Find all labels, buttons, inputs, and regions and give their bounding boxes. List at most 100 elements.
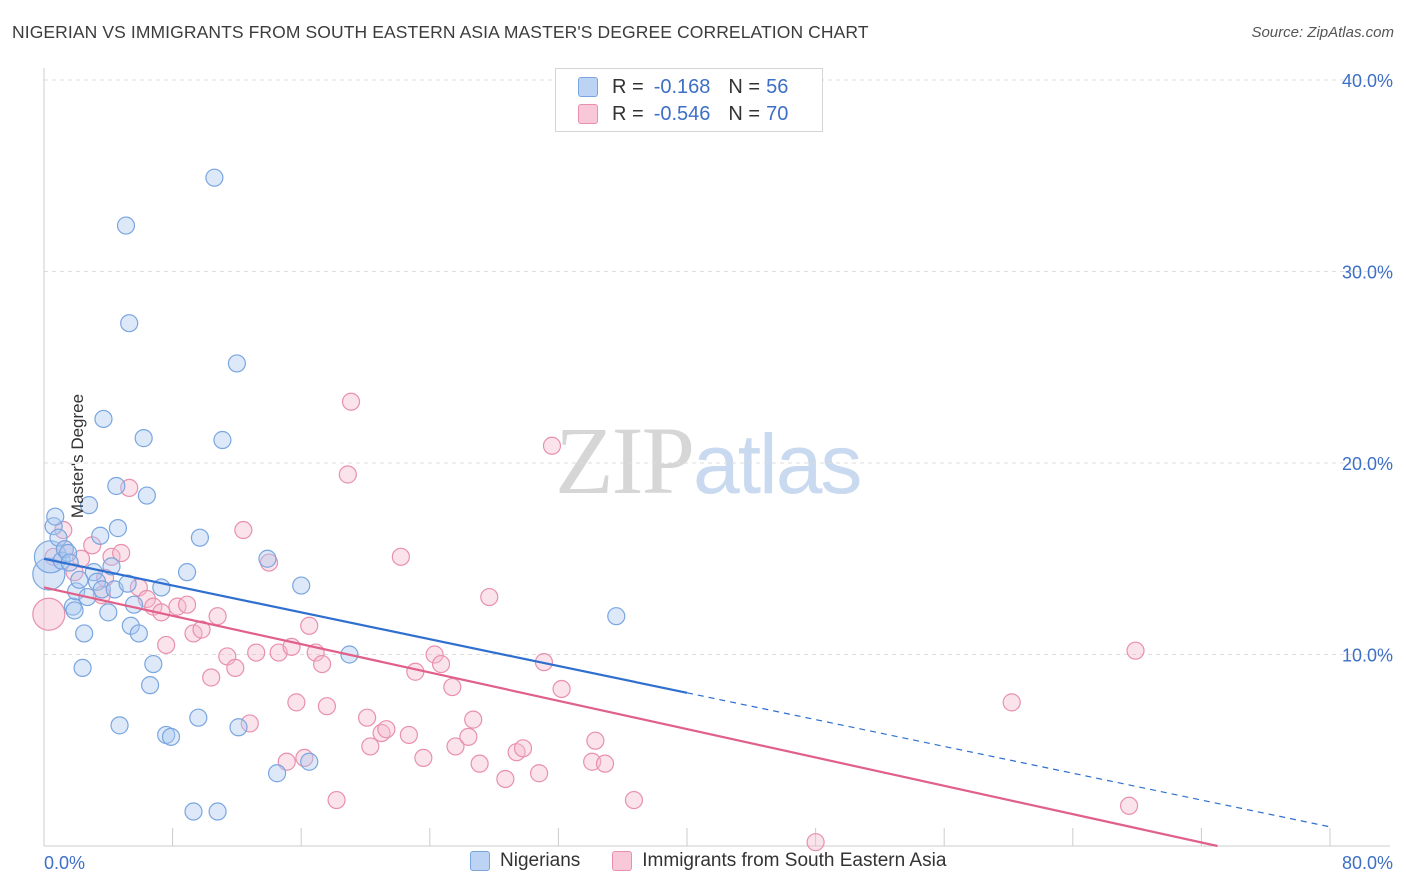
legend-n-value: 56 [766,75,789,98]
legend-n-label: N = [728,102,761,125]
legend-swatch-blue [578,77,598,97]
nigerians-point [107,476,126,496]
immigrants-point [226,658,245,678]
immigrants-point [361,737,380,756]
immigrants-point [459,727,478,746]
nigerians-point [73,658,92,678]
watermark-zip: ZIP [555,407,695,514]
immigrants-point [300,616,319,635]
legend-item-nigerians[interactable]: Nigerians [470,850,580,872]
legend-row-immigrants: R = -0.546 N = 70 [578,100,788,128]
y-tick-label: 30.0% [1342,263,1393,283]
immigrants-point [464,710,483,729]
legend-label-immigrants: Immigrants from South Eastern Asia [642,850,947,871]
immigrants-point [240,714,259,733]
immigrants-point [530,764,549,783]
nigerians-point [267,764,287,783]
tick-labels: 10.0% 20.0% 30.0% 40.0% 0.0% 80.0% [44,71,1393,873]
nigerians-point [137,486,156,505]
nigerians-point [190,528,210,547]
legend-row-nigerians: R = -0.168 N = 56 [578,73,788,101]
immigrants-point [443,677,462,697]
nigerians-point [120,314,139,333]
nigerians-point [258,549,277,568]
immigrants-point [431,654,451,674]
immigrants-point [247,643,266,662]
immigrants-point [177,595,197,614]
nigerians-point [140,676,160,695]
nigerians-point [92,580,111,599]
nigerians-point [208,802,227,821]
immigrants-point [341,392,361,411]
nigerians-point [300,752,319,771]
immigrants-point [338,465,357,484]
source-label: Source: ZipAtlas.com [1251,24,1394,41]
legend-r-label: R = [612,75,644,98]
y-tick-label: 10.0% [1342,646,1393,666]
immigrants-point [208,607,227,626]
nigerians-point [189,708,208,727]
nigerians-point [134,429,153,448]
immigrants-point [480,587,499,607]
nigerians-point [94,409,113,429]
immigrants-point [317,697,337,716]
nigerians-point [79,496,99,515]
nigerians-point [116,216,136,235]
legend-swatch-pink [612,851,633,871]
immigrants-point [327,790,346,810]
immigrants-point [414,748,433,768]
nigerians-trend-line [43,557,688,694]
immigrants-point [358,708,377,727]
immigrants-point [595,754,615,773]
nigerians-point [102,557,121,576]
immigrants-point [470,754,489,773]
nigerians-point [70,570,89,589]
immigrants-trend-line [43,586,1218,848]
immigrants-point [1002,693,1021,712]
nigerians-point [184,802,203,821]
legend-label-nigerians: Nigerians [500,850,581,871]
x-tick-label-min: 0.0% [44,853,85,873]
immigrants-point [112,543,131,563]
nigerians-point [124,595,144,614]
nigerians-point [99,603,118,622]
immigrants-point [32,597,66,631]
nigerians-point [75,624,94,643]
immigrants-point [102,547,121,566]
immigrants-point [513,739,533,758]
immigrants-point [399,725,419,745]
correlation-legend: R = -0.168 N = 56 R = -0.546 N = 70 [555,68,823,132]
immigrants-point [586,731,605,750]
immigrants-point [425,645,444,664]
legend-item-immigrants[interactable]: Immigrants from South Eastern Asia [612,850,946,872]
immigrants-point [377,720,396,739]
nigerians-point [213,430,232,450]
immigrants-point [157,635,176,655]
immigrants-point [446,737,465,756]
immigrants-point [806,833,825,852]
immigrants-point [552,679,571,699]
nigerians-point [161,727,181,746]
y-tick-label: 20.0% [1342,454,1393,474]
watermark: ZIPatlas [555,405,862,516]
axes [43,68,1390,847]
nigerians-point [110,716,129,735]
legend-n-value: 70 [766,102,789,125]
nigerians-point [292,576,311,595]
chart-title: NIGERIAN VS IMMIGRANTS FROM SOUTH EASTER… [12,22,869,42]
nigerians-point [65,601,84,620]
immigrants-point [287,693,306,712]
nigerians-point [49,528,68,547]
nigerians-trend-extension [686,692,1331,828]
nigerians-point [177,563,197,582]
x-tick-label-max: 80.0% [1342,853,1393,873]
nigerians-point [46,507,65,526]
immigrants-point [391,547,410,566]
immigrants-point [312,654,332,674]
trend-lines [43,557,1331,848]
legend-r-label: R = [612,102,644,125]
nigerians-point [227,354,246,373]
nigerians-point [229,718,248,737]
immigrants-point [542,436,562,455]
